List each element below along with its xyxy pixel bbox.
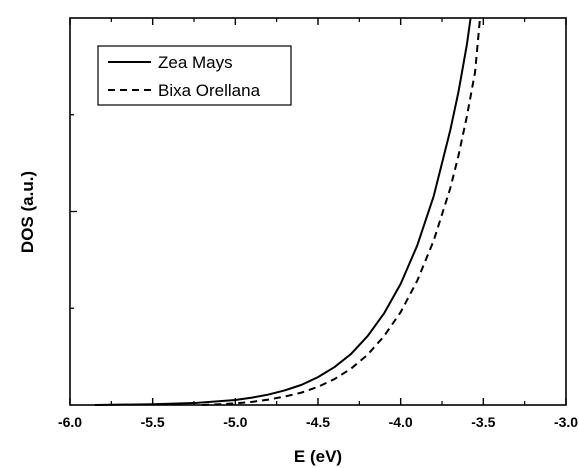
x-tick-label: -5.0: [223, 414, 247, 430]
series-line-bixa-orellana: [202, 17, 482, 406]
x-axis-title: E (eV): [294, 447, 342, 466]
legend-box: [97, 45, 292, 106]
y-axis-title: DOS (a.u.): [18, 171, 37, 253]
y-axis-ticks: [70, 114, 77, 309]
x-tick-label: -4.5: [306, 414, 330, 430]
legend: Zea Mays Bixa Orellana: [97, 45, 292, 106]
legend-label-zea-mays: Zea Mays: [158, 53, 233, 72]
x-tick-label: -4.0: [389, 414, 413, 430]
x-tick-label: -6.0: [58, 414, 82, 430]
series-lines: [94, 17, 482, 406]
x-axis-ticks: -6.0 -5.5 -5.0 -4.5 -4.0 -3.5 -3.0: [58, 18, 578, 430]
x-tick-label: -5.5: [141, 414, 165, 430]
x-tick-label: -3.5: [471, 414, 495, 430]
series-line-zea-mays: [94, 17, 472, 406]
legend-label-bixa-orellana: Bixa Orellana: [158, 81, 261, 100]
x-tick-label: -3.0: [554, 414, 578, 430]
